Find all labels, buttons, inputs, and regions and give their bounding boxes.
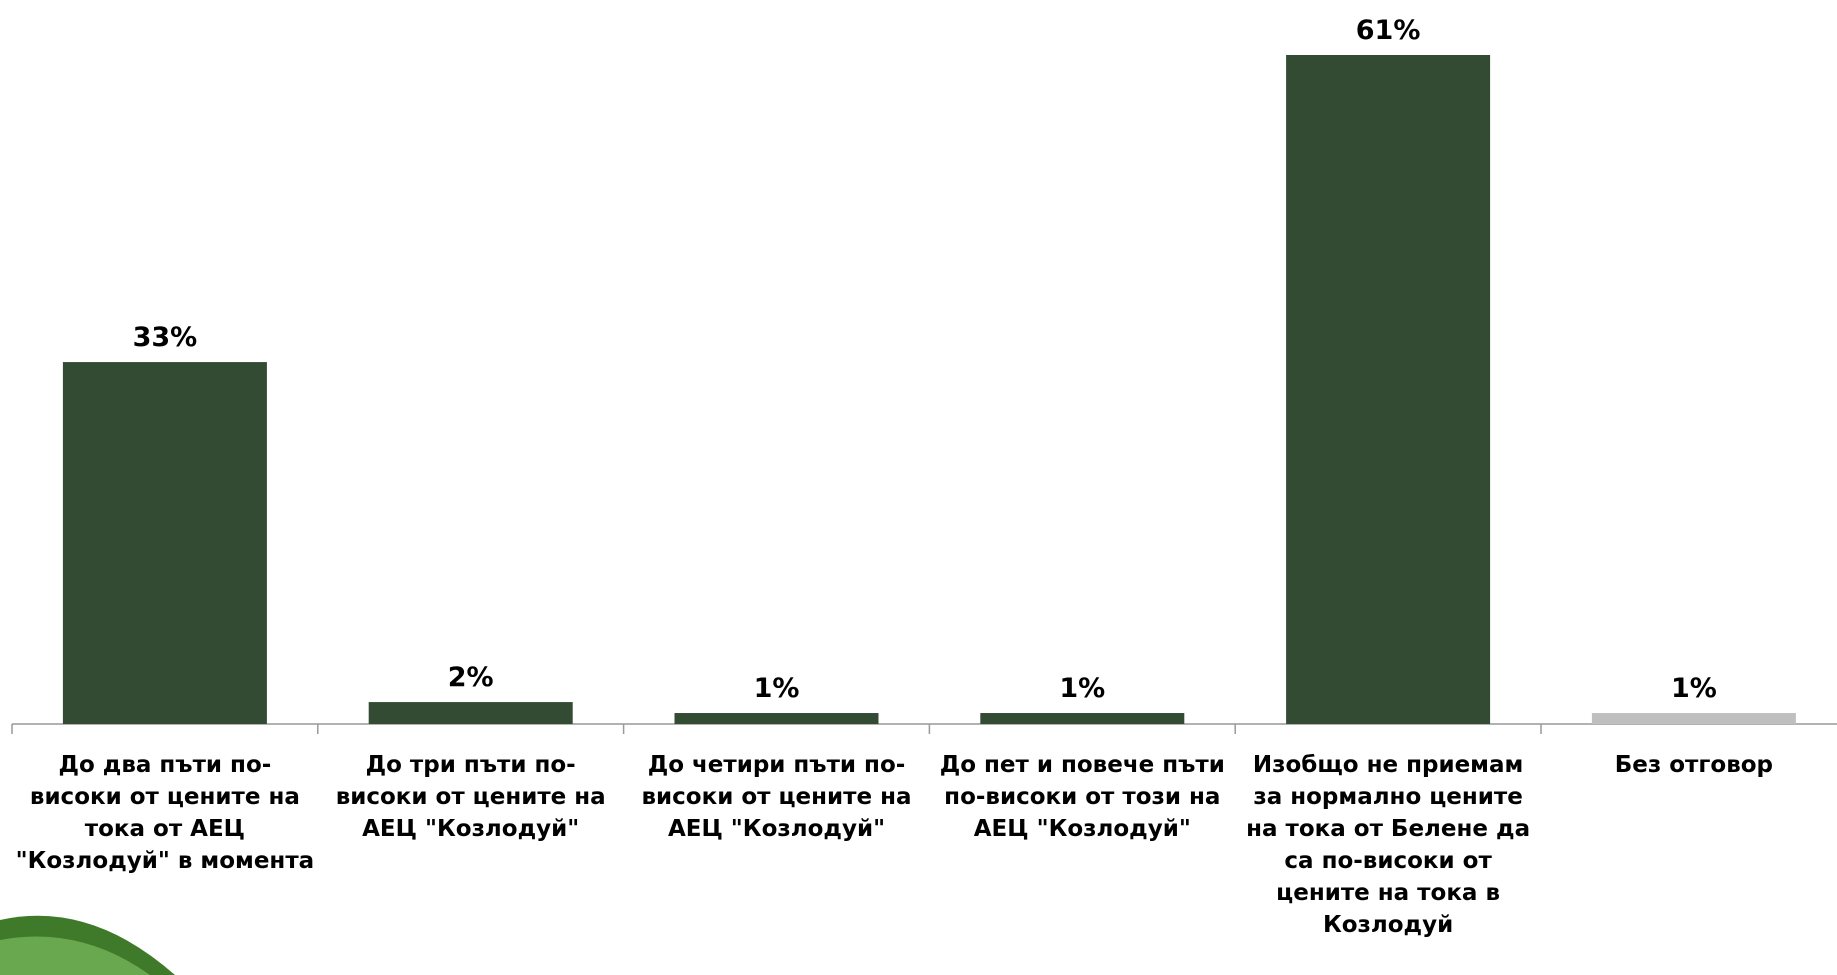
value-label: 61% [1356,15,1421,46]
category-label: Изобщо не приемам за нормално цените на … [1246,752,1531,938]
bar [1591,713,1796,724]
bar [62,362,267,724]
bar [980,713,1185,724]
decor-swoosh [0,936,150,975]
category-label: До два пъти по-високи от цените на тока … [15,752,315,874]
value-label: 1% [1059,673,1105,704]
value-label: 33% [133,322,198,353]
value-label: 2% [448,662,494,693]
value-label: 1% [1671,673,1717,704]
value-label: 1% [754,673,800,704]
category-label: До три пъти по-високи от цените на АЕЦ "… [335,752,606,842]
category-label: До четири пъти по-високи от цените на АЕ… [641,752,912,842]
bar [674,713,879,724]
category-label: До пет и повече пъти по-високи от този н… [939,752,1225,842]
bar [368,702,573,724]
bar [1286,55,1491,724]
category-label: Без отговор [1614,752,1774,778]
